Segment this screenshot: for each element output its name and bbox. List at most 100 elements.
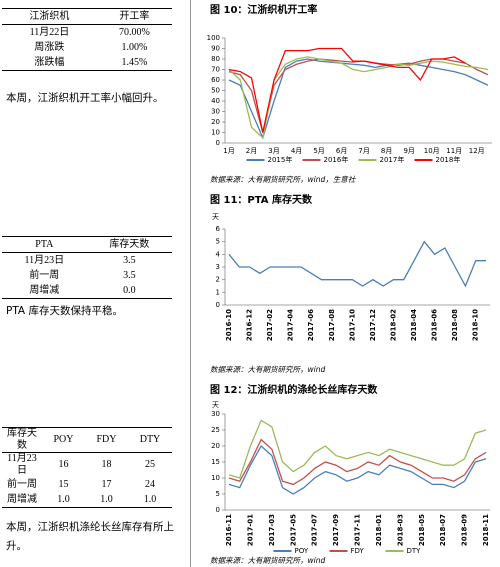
x-tick-label: 2018-03 xyxy=(396,514,404,546)
data-table: PTA 库存天数 11月23日 3.5 前一周 3.5 周增减 0.0 xyxy=(2,236,172,299)
x-tick-label: 2017-10 xyxy=(348,309,356,341)
table-row: PTA 库存天数 xyxy=(2,236,172,253)
x-tick-label: 7月 xyxy=(358,147,369,155)
x-tick-label: 2018-11 xyxy=(482,514,490,546)
chart-title: 图 10：江浙织机开工率 xyxy=(210,3,317,16)
y-tick-label: 20 xyxy=(211,118,220,126)
legend-label: FDY xyxy=(351,547,365,555)
data-table: 库存天数 POY FDY DTY 11月23日 16 18 25 前一周 15 17 24 周增减 1.0… xyxy=(2,427,172,508)
x-tick-label: 2018-06 xyxy=(431,309,439,341)
x-tick-label: 2018-07 xyxy=(439,514,447,546)
x-tick-label: 2017-02 xyxy=(266,309,274,341)
x-tick-label: 2016-10 xyxy=(225,309,233,341)
y-tick-label: 50 xyxy=(211,87,220,95)
x-tick-label: 12月 xyxy=(469,147,485,155)
y-tick-label: 30 xyxy=(211,410,220,418)
table-cell: 18 xyxy=(101,459,112,470)
x-tick-label: 2016-12 xyxy=(246,309,254,341)
table-row: 周增减 0.0 xyxy=(2,283,172,299)
y-tick-label: 15 xyxy=(211,458,220,466)
table-cell: PTA xyxy=(2,236,87,253)
x-tick-label: 2018-05 xyxy=(418,514,426,546)
y-tick-label: 1 xyxy=(216,288,220,296)
legend-label: POY xyxy=(295,547,309,555)
y-unit: 天 xyxy=(212,213,219,221)
series-line xyxy=(228,444,487,495)
y-tick-label: 90 xyxy=(211,45,220,53)
x-tick-label: 9月 xyxy=(403,147,414,155)
table-row: 周涨跌 1.00% xyxy=(2,40,172,55)
y-tick-label: 0 xyxy=(216,506,220,514)
table-cell: 开工率 xyxy=(96,8,172,25)
y-tick-label: 40 xyxy=(211,97,220,105)
x-tick-label: 3月 xyxy=(268,147,279,155)
table-cell: 涨跌幅 xyxy=(34,56,65,68)
y-tick-label: 5 xyxy=(216,238,220,246)
x-tick-label: 2017-09 xyxy=(332,514,340,546)
table-row: 11月23日 16 18 25 xyxy=(2,453,172,478)
table-cell: 江浙织机 xyxy=(2,8,97,25)
series-line xyxy=(228,240,486,288)
data-table: 江浙织机 开工率 11月22日 70.00% 周涨跌 1.00% 涨跌幅 1.45% xyxy=(2,8,172,71)
series-line xyxy=(228,47,466,133)
x-tick-label: 10月 xyxy=(424,147,440,155)
table-row: 11月23日 3.5 xyxy=(2,253,172,269)
y-tick-label: 70 xyxy=(211,66,220,74)
legend-label: DTY xyxy=(407,547,422,555)
x-tick-label: 2018-09 xyxy=(461,514,469,546)
legend-label: 2018年 xyxy=(436,155,461,164)
table-row: 周增减 1.0 1.0 1.0 xyxy=(2,492,172,508)
table-row: 涨跌幅 1.45% xyxy=(2,55,172,71)
x-tick-label: 2017-04 xyxy=(287,309,295,341)
table-cell: 11月22日 xyxy=(29,26,70,38)
table-cell: 17 xyxy=(101,478,112,490)
y-tick-label: 0 xyxy=(216,139,220,147)
x-tick-label: 2017-08 xyxy=(328,309,336,341)
table-cell: 周增减 xyxy=(29,284,60,296)
series-line xyxy=(228,58,489,140)
table-row: 库存天数 POY FDY DTY xyxy=(2,427,172,453)
table-cell: 24 xyxy=(145,478,155,490)
table-row: 11月22日 70.00% xyxy=(2,25,172,41)
x-tick-label: 4月 xyxy=(291,147,302,155)
table-cell: 1.00% xyxy=(121,41,148,53)
table-cell: 3.5 xyxy=(123,254,136,266)
series-line xyxy=(228,56,489,140)
table-cell: 库存天数 xyxy=(2,427,42,453)
x-tick-label: 1月 xyxy=(223,147,234,155)
y-tick-label: 0 xyxy=(216,301,220,309)
column-divider xyxy=(190,0,191,567)
table-cell: 1.0 xyxy=(57,493,70,505)
table-cell: 25 xyxy=(145,459,155,470)
x-tick-label: 2017-12 xyxy=(369,309,377,341)
chart-title: 图 12：江浙织机的涤纶长丝库存天数 xyxy=(210,383,378,396)
y-tick-label: 100 xyxy=(207,34,220,42)
table-cell: POY xyxy=(42,427,85,453)
legend-label: 2016年 xyxy=(324,155,349,164)
x-tick-label: 2月 xyxy=(246,147,257,155)
table-cell: 1.0 xyxy=(143,493,157,505)
table-cell: DTY xyxy=(128,427,172,453)
table-cell: 70.00% xyxy=(119,26,150,38)
y-tick-label: 2 xyxy=(216,276,220,284)
y-tick-label: 20 xyxy=(211,442,220,450)
x-tick-label: 6月 xyxy=(336,147,347,155)
table-cell: 3.5 xyxy=(123,269,136,281)
chart-source: 数据来源：大有期货研究所，wind xyxy=(210,556,325,565)
table-cell: 16 xyxy=(58,459,69,470)
x-tick-label: 2017-06 xyxy=(307,309,315,341)
x-tick-label: 2018-02 xyxy=(389,309,397,341)
x-tick-label: 8月 xyxy=(381,147,392,155)
x-tick-label: 2018-10 xyxy=(472,309,480,341)
table-cell: 前一周 xyxy=(29,269,60,281)
y-tick-label: 10 xyxy=(211,474,220,482)
note-text: PTA 库存天数保持平稳。 xyxy=(6,305,123,317)
table-cell: FDY xyxy=(85,427,128,453)
table-cell: 周涨跌 xyxy=(34,41,65,53)
series-line xyxy=(228,419,487,479)
y-tick-label: 3 xyxy=(216,263,220,271)
table-cell: 前一周 xyxy=(7,478,37,490)
x-tick-label: 2018-01 xyxy=(375,514,383,546)
